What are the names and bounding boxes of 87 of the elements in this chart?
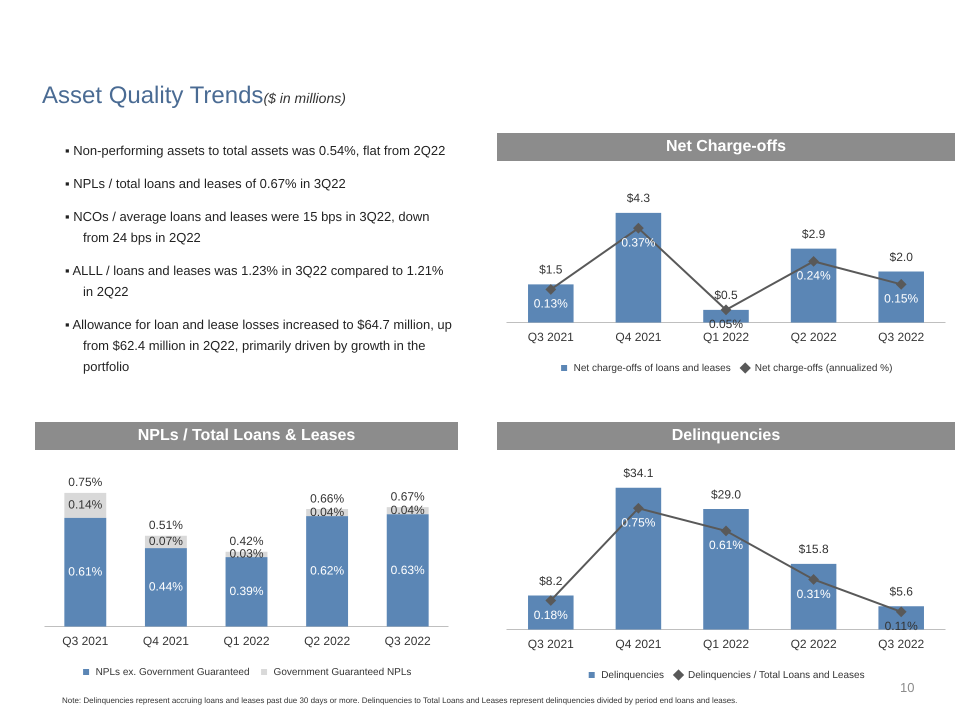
data-label: $1.5 bbox=[539, 262, 563, 277]
bar bbox=[386, 514, 429, 627]
x-tick-label: Q1 2022 bbox=[702, 637, 750, 652]
data-label: $15.8 bbox=[798, 542, 829, 556]
data-label: 0.11% bbox=[884, 619, 918, 634]
x-tick-label: Q1 2022 bbox=[702, 330, 750, 344]
bar bbox=[878, 272, 924, 323]
bar bbox=[790, 564, 836, 630]
bar bbox=[616, 488, 662, 630]
data-label: $29.0 bbox=[710, 487, 742, 502]
data-label: 0.07% bbox=[148, 534, 184, 548]
x-tick-label: Q4 2021 bbox=[615, 637, 662, 652]
x-tick-label: Q2 2022 bbox=[790, 637, 837, 652]
x-tick-label: Q3 2022 bbox=[384, 634, 432, 648]
point bbox=[633, 223, 644, 234]
total-label: 0.75% bbox=[68, 475, 103, 490]
point bbox=[546, 284, 556, 294]
x-tick-label: Q4 2021 bbox=[615, 330, 662, 344]
data-label: $4.3 bbox=[626, 191, 650, 206]
legend-label: Net charge-offs of loans and leases bbox=[574, 362, 731, 374]
x-tick-label: Q3 2021 bbox=[528, 637, 574, 652]
data-label: $8.2 bbox=[539, 574, 563, 588]
data-label: 0.39% bbox=[229, 584, 264, 598]
bar bbox=[703, 508, 749, 630]
data-label: 0.18% bbox=[534, 608, 568, 622]
x-tick-label: Q3 2022 bbox=[878, 637, 925, 652]
bar bbox=[306, 516, 348, 627]
x-tick-label: Q2 2022 bbox=[304, 634, 350, 648]
bar bbox=[144, 548, 187, 627]
total-label: 0.67% bbox=[390, 489, 426, 504]
data-label: 0.24% bbox=[796, 268, 831, 283]
legend-label: NPLs ex. Government Guaranteed bbox=[96, 666, 250, 678]
data-label: 0.03% bbox=[229, 546, 264, 561]
data-label: 0.37% bbox=[621, 235, 656, 250]
point bbox=[808, 256, 819, 266]
data-label: 0.13% bbox=[534, 296, 568, 311]
point bbox=[896, 279, 906, 290]
point bbox=[546, 595, 556, 606]
data-label: 0.04% bbox=[390, 503, 426, 518]
chart-title: NPLs / Total Loans & Leases bbox=[35, 422, 458, 450]
point bbox=[633, 503, 644, 514]
text: ▪ NPLs / total loans and leases of 0.67% in 3Q22 bbox=[65, 175, 347, 193]
data-label: $34.1 bbox=[623, 466, 654, 480]
bar bbox=[528, 284, 574, 323]
point bbox=[721, 304, 731, 315]
text: ▪ Allowance for loan and lease losses increased to $64.7 million, up from $62.4 million in 2Q22, primarily driven by growth in the portfolio bbox=[65, 316, 453, 376]
data-label: 0.61% bbox=[68, 564, 103, 579]
text: ▪ Non-performing assets to total assets was 0.54%, flat from 2Q22 bbox=[65, 142, 446, 160]
text: ($ in millions) bbox=[263, 90, 346, 106]
total-label: 0.51% bbox=[148, 518, 184, 532]
data-label: 0.44% bbox=[148, 580, 184, 594]
x-tick-label: Q3 2022 bbox=[878, 330, 925, 344]
x-tick-label: Q3 2021 bbox=[528, 330, 574, 344]
point bbox=[896, 606, 906, 617]
data-label: $2.9 bbox=[802, 226, 826, 241]
text: ▪ ALLL / loans and leases was 1.23% in 3Q22 compared to 1.21% in 2Q22 bbox=[65, 262, 444, 301]
data-label: 0.14% bbox=[68, 498, 103, 512]
data-label: $2.0 bbox=[890, 250, 914, 264]
legend-label: Delinquencies / Total Loans and Leases bbox=[688, 670, 865, 681]
data-label: 0.62% bbox=[310, 564, 344, 578]
x-tick-label: Q3 2021 bbox=[62, 634, 109, 648]
data-label: 0.15% bbox=[884, 292, 919, 306]
total-label: 0.66% bbox=[310, 491, 344, 506]
data-label: 0.04% bbox=[310, 504, 344, 519]
x-tick-label: Q4 2021 bbox=[142, 634, 190, 648]
point bbox=[808, 574, 819, 584]
x-tick-label: Q1 2022 bbox=[223, 634, 270, 648]
text: Note: Delinquencies represent accruing loans and leases past due 30 days or more. Delinquencies to Total Loans and Leases represent delinquencies divided by period end loans and leases. bbox=[62, 696, 738, 705]
legend-label: Government Guaranteed NPLs bbox=[274, 666, 412, 678]
legend-label: Delinquencies bbox=[601, 670, 664, 681]
chart-title: Delinquencies bbox=[497, 422, 955, 450]
data-label: $5.6 bbox=[890, 584, 914, 599]
data-label: $0.5 bbox=[714, 288, 738, 302]
bar bbox=[616, 212, 662, 323]
bar bbox=[790, 248, 836, 323]
total-label: 0.42% bbox=[229, 534, 264, 548]
data-label: 0.61% bbox=[708, 538, 744, 552]
chart-title: Net Charge-offs bbox=[497, 133, 955, 161]
point bbox=[721, 526, 731, 536]
text: 10 bbox=[900, 680, 914, 695]
legend-label: Net charge-offs (annualized %) bbox=[754, 362, 892, 374]
bar bbox=[64, 518, 106, 627]
bar bbox=[226, 557, 268, 627]
text: ▪ NCOs / average loans and leases were 15 bps in 3Q22, down from 24 bps in 2Q22 bbox=[65, 208, 430, 247]
data-label: 0.63% bbox=[390, 562, 426, 577]
x-tick-label: Q2 2022 bbox=[790, 330, 837, 344]
data-label: 0.31% bbox=[796, 586, 831, 601]
